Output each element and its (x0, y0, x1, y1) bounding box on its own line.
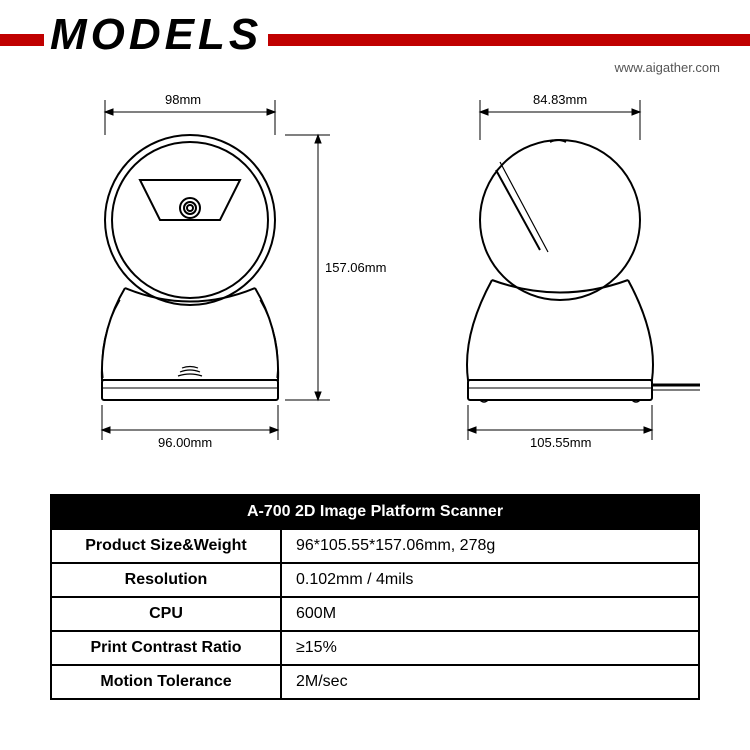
spec-label: Resolution (51, 563, 281, 597)
spec-label: Print Contrast Ratio (51, 631, 281, 665)
table-row: Print Contrast Ratio ≥15% (51, 631, 699, 665)
table-row: CPU 600M (51, 597, 699, 631)
spec-table: A-700 2D Image Platform Scanner Product … (50, 494, 700, 700)
dim-side-top: 84.83mm (533, 92, 587, 107)
front-view-drawing (20, 80, 380, 480)
dim-front-width: 98mm (165, 92, 201, 107)
spec-value: 600M (281, 597, 699, 631)
product-diagram: 98mm 157.06mm 96.00mm (0, 80, 750, 480)
spec-value: 0.102mm / 4mils (281, 563, 699, 597)
spec-label: CPU (51, 597, 281, 631)
spec-label: Product Size&Weight (51, 529, 281, 563)
spec-table-title: A-700 2D Image Platform Scanner (51, 495, 699, 529)
spec-value: ≥15% (281, 631, 699, 665)
dim-side-base: 105.55mm (530, 435, 591, 450)
spec-label: Motion Tolerance (51, 665, 281, 699)
header-title: MODELS (44, 10, 268, 60)
spec-value: 2M/sec (281, 665, 699, 699)
side-view-drawing (400, 80, 740, 480)
table-row: Product Size&Weight 96*105.55*157.06mm, … (51, 529, 699, 563)
dim-front-height: 157.06mm (325, 260, 386, 275)
table-row: Resolution 0.102mm / 4mils (51, 563, 699, 597)
website-url: www.aigather.com (615, 60, 721, 75)
dim-front-base: 96.00mm (158, 435, 212, 450)
table-row: Motion Tolerance 2M/sec (51, 665, 699, 699)
spec-value: 96*105.55*157.06mm, 278g (281, 529, 699, 563)
